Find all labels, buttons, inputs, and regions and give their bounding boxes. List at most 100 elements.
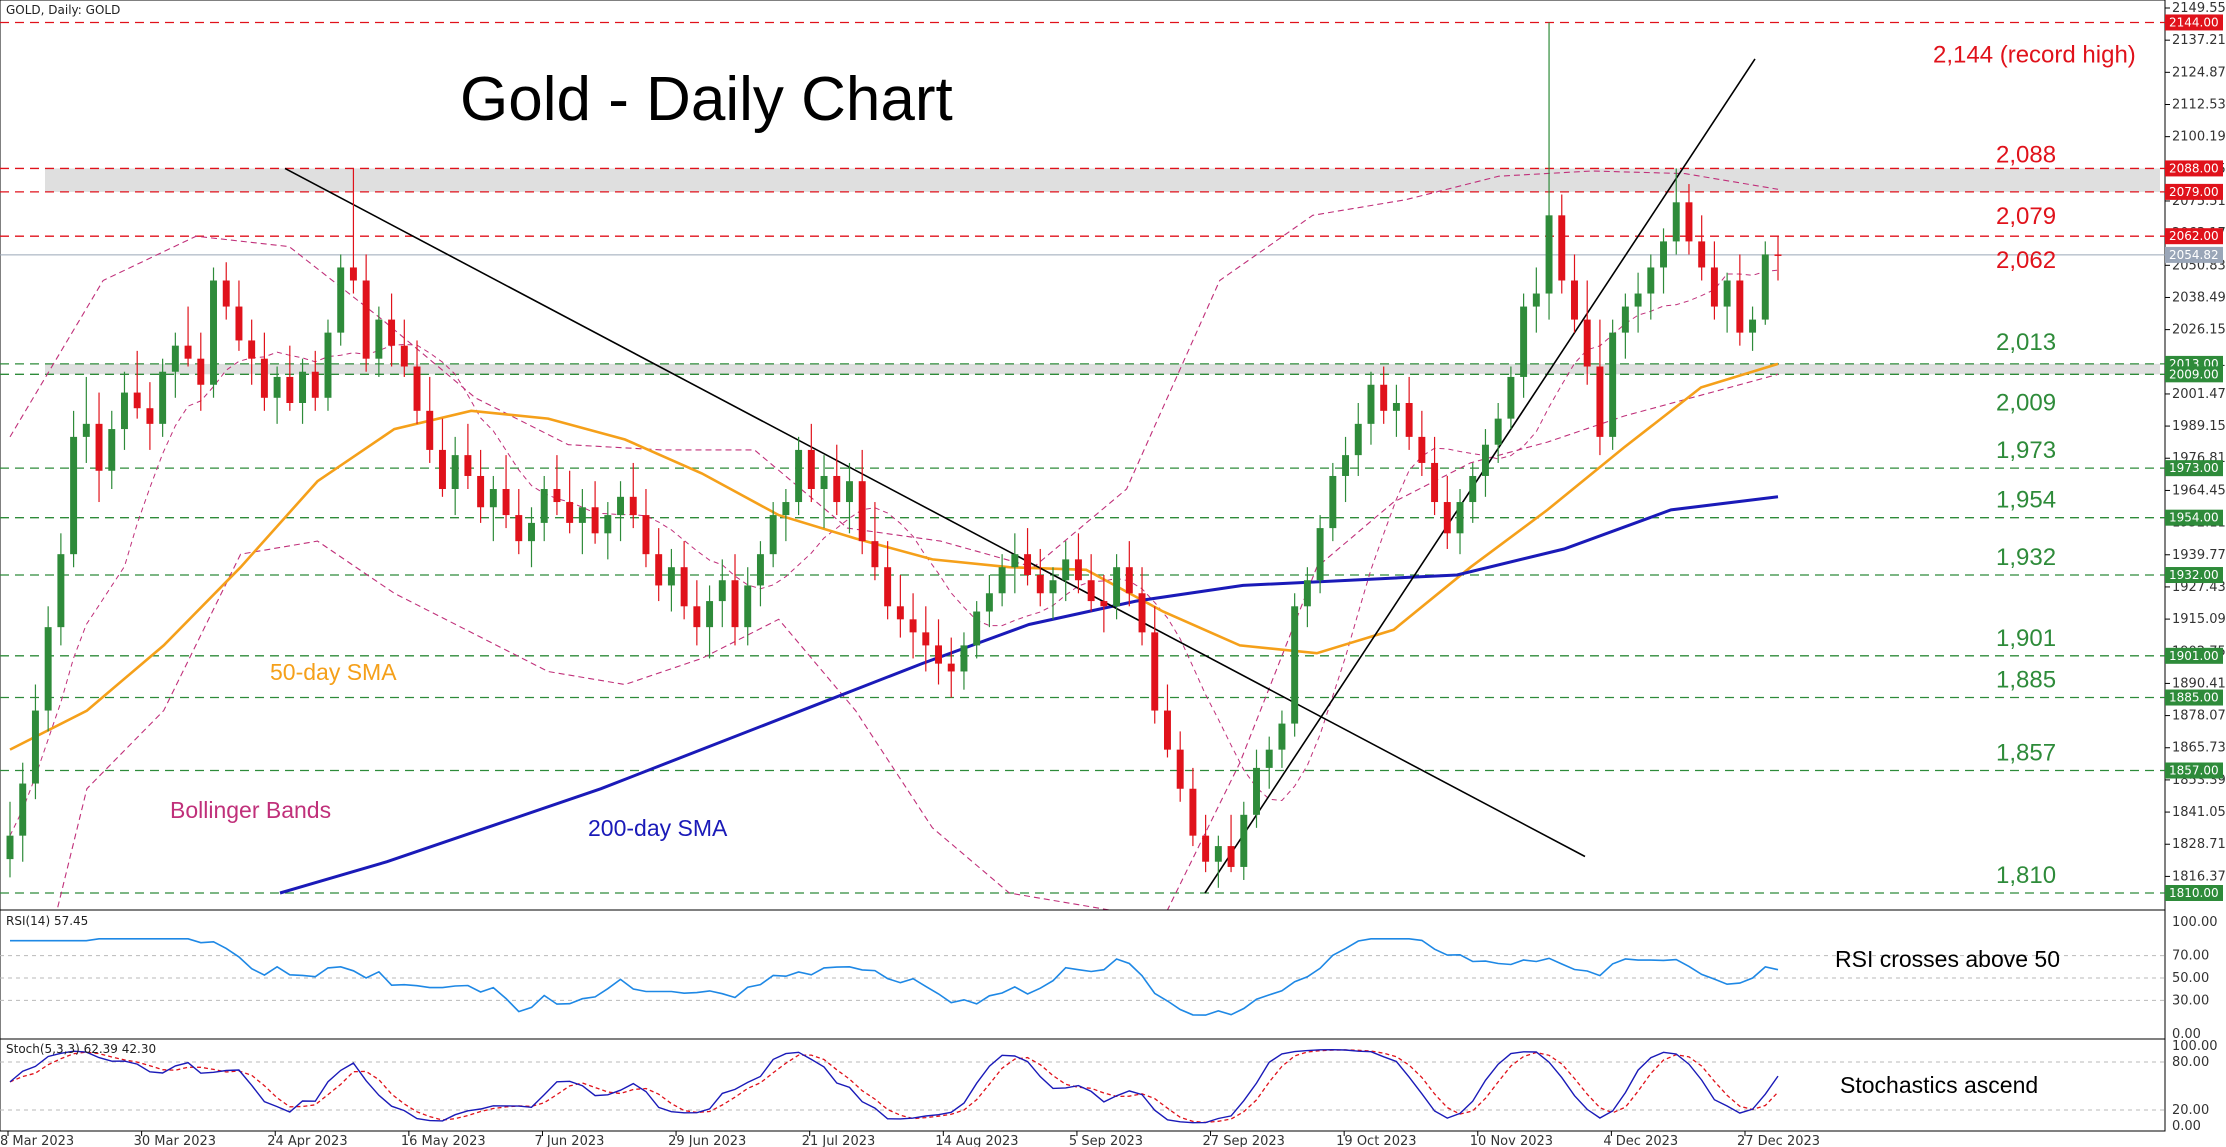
candle-body bbox=[1303, 580, 1311, 607]
candle-body bbox=[515, 515, 523, 542]
resistance-label-0: 2,144 (record high) bbox=[1933, 41, 2136, 68]
support-tag-2-text: 1973.00 bbox=[2169, 461, 2219, 475]
resistance-tag-2-text: 2079.00 bbox=[2169, 185, 2219, 199]
candle-body bbox=[591, 507, 599, 534]
candle-body bbox=[1736, 280, 1744, 333]
candle-body bbox=[299, 371, 307, 403]
candle-body bbox=[1685, 202, 1693, 242]
candle-body bbox=[477, 475, 485, 508]
candle-body bbox=[1545, 215, 1553, 294]
support-label-3: 1,954 bbox=[1996, 487, 2056, 514]
candle-body bbox=[1151, 632, 1159, 711]
x-tick-label: 4 Dec 2023 bbox=[1603, 1134, 1678, 1147]
resistance-label-2: 2,079 bbox=[1996, 203, 2056, 230]
falling-trendline bbox=[284, 167, 1586, 858]
support-tag-7-text: 1857.00 bbox=[2169, 763, 2219, 777]
y-tick-label: 1989.15 bbox=[2172, 419, 2226, 434]
bollinger-middle-band bbox=[9, 269, 1779, 836]
candle-body bbox=[413, 366, 421, 411]
x-tick-label: 27 Dec 2023 bbox=[1737, 1134, 1820, 1147]
candle-body bbox=[362, 280, 370, 359]
candle-body bbox=[146, 408, 154, 424]
resistance-tag-1-text: 2088.00 bbox=[2169, 161, 2219, 175]
candle-body bbox=[578, 507, 586, 523]
candle-body bbox=[1456, 502, 1464, 534]
x-tick-label: 14 Aug 2023 bbox=[935, 1134, 1018, 1147]
candle-body bbox=[70, 436, 78, 555]
x-tick-label: 21 Jul 2023 bbox=[802, 1134, 876, 1147]
candle-body bbox=[1011, 554, 1019, 568]
candle-body bbox=[1202, 835, 1210, 862]
support-tag-5-text: 1901.00 bbox=[2169, 649, 2219, 663]
candle-body bbox=[642, 515, 650, 555]
candle-body bbox=[31, 710, 39, 784]
support-tag-7 bbox=[2165, 762, 2223, 779]
candle-body bbox=[820, 475, 828, 490]
stochastics-panel bbox=[0, 1038, 2166, 1132]
resistance-tag-3 bbox=[2165, 228, 2223, 245]
candle-body bbox=[604, 515, 612, 534]
rsi-line bbox=[10, 938, 1779, 1016]
candle-body bbox=[1163, 710, 1171, 750]
candle-body bbox=[667, 567, 675, 586]
candle-body bbox=[489, 489, 497, 508]
support-label-0: 2,013 bbox=[1996, 329, 2056, 356]
support-label-2: 1,973 bbox=[1996, 437, 2056, 464]
stoch-main-line bbox=[9, 1048, 1779, 1124]
candle-body bbox=[222, 280, 230, 307]
candle-body bbox=[1634, 293, 1642, 307]
candle-body bbox=[1558, 215, 1566, 281]
chart-header: GOLD, Daily: GOLD bbox=[6, 3, 120, 17]
y-tick-label: 1878.07 bbox=[2172, 709, 2226, 724]
candle-body bbox=[438, 449, 446, 490]
candle-body bbox=[1278, 723, 1286, 750]
support-tag-8-text: 1810.00 bbox=[2169, 886, 2219, 900]
candle-body bbox=[693, 606, 701, 628]
candle-body bbox=[1380, 384, 1388, 411]
support-tag-1-text: 2009.00 bbox=[2169, 367, 2219, 381]
y-tick-label: 1915.09 bbox=[2172, 612, 2226, 627]
candle-body bbox=[795, 449, 803, 503]
candle-body bbox=[731, 580, 739, 628]
support-tag-4 bbox=[2165, 567, 2223, 584]
candle-body bbox=[1418, 436, 1426, 463]
candle-body bbox=[1647, 267, 1655, 294]
candle-body bbox=[884, 567, 892, 607]
candle-body bbox=[1698, 241, 1706, 268]
candle-body bbox=[617, 496, 625, 516]
rsi-y-tick-label: 70.00 bbox=[2172, 949, 2209, 964]
candle-body bbox=[1074, 559, 1082, 581]
candle-body bbox=[1214, 846, 1222, 862]
candle-body bbox=[1049, 580, 1057, 594]
candle-body bbox=[311, 371, 319, 398]
candle-body bbox=[1125, 567, 1133, 594]
support-tag-3-text: 1954.00 bbox=[2169, 511, 2219, 525]
candle-body bbox=[1507, 376, 1515, 419]
candle-body bbox=[1291, 606, 1299, 724]
candle-body bbox=[922, 632, 930, 646]
rsi-y-tick-label: 50.00 bbox=[2172, 971, 2209, 986]
y-tick-label: 2124.87 bbox=[2172, 65, 2226, 80]
y-tick-label: 1816.37 bbox=[2172, 869, 2226, 884]
support-tag-2 bbox=[2165, 460, 2223, 477]
candle-body bbox=[1774, 254, 1782, 256]
support-label-6: 1,885 bbox=[1996, 667, 2056, 694]
candle-body bbox=[159, 371, 167, 424]
candle-body bbox=[375, 319, 383, 359]
candle-body bbox=[19, 783, 27, 836]
candle-body bbox=[82, 423, 90, 437]
candle-body bbox=[1672, 202, 1680, 242]
candle-body bbox=[502, 489, 510, 516]
resistance-tag-2 bbox=[2165, 183, 2223, 200]
candle-body bbox=[528, 522, 535, 542]
candle-body bbox=[108, 429, 116, 471]
x-tick-label: 27 Sep 2023 bbox=[1203, 1134, 1285, 1147]
y-tick-label: 1939.77 bbox=[2172, 548, 2226, 563]
candle-body bbox=[1660, 241, 1667, 268]
candle-body bbox=[133, 392, 141, 409]
candle-body bbox=[1316, 528, 1324, 581]
y-tick-label: 1890.41 bbox=[2172, 676, 2226, 691]
candle-body bbox=[1392, 402, 1400, 411]
candle-body bbox=[782, 502, 790, 516]
